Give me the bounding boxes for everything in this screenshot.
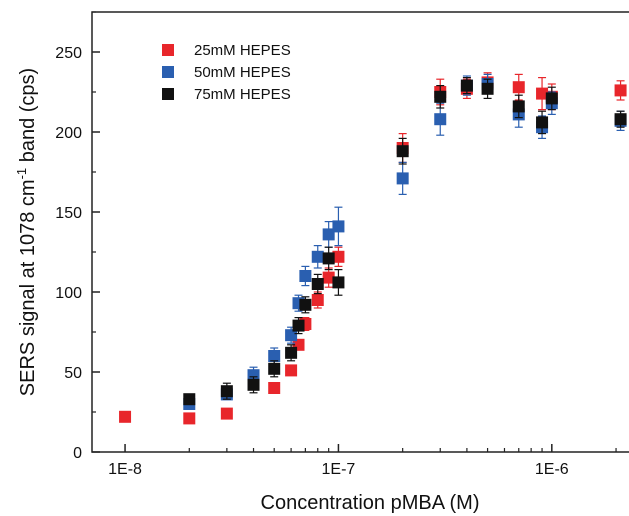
y-axis-title-superscript: -1 — [14, 168, 29, 180]
data-point — [119, 410, 132, 423]
data-point — [460, 79, 473, 92]
data-point — [332, 276, 345, 289]
y-tick-label: 250 — [55, 45, 82, 62]
x-axis-title: Concentration pMBA (M) — [261, 492, 480, 514]
legend-marker — [162, 44, 174, 56]
data-point — [481, 82, 494, 95]
data-point — [268, 350, 281, 362]
data-point — [614, 113, 627, 126]
legend-label: 50mM HEPES — [194, 64, 291, 81]
data-point — [220, 385, 233, 398]
data-point — [311, 250, 324, 263]
data-point — [247, 369, 260, 382]
data-point — [332, 250, 345, 263]
data-point — [268, 362, 281, 375]
data-point — [545, 92, 558, 105]
data-point — [183, 412, 196, 425]
y-axis-title-tail: band (cps) — [17, 68, 39, 168]
legend-label: 25mM HEPES — [194, 42, 291, 59]
y-tick-label: 50 — [64, 365, 82, 382]
data-point — [332, 220, 345, 233]
data-point — [396, 145, 409, 158]
axis-frame — [91, 11, 629, 453]
data-point — [220, 407, 233, 420]
data-point — [247, 378, 260, 391]
data-point — [285, 364, 298, 377]
y-tick-label: 100 — [55, 285, 82, 302]
y-tick-label: 0 — [73, 445, 82, 462]
y-tick-label: 200 — [55, 125, 82, 142]
y-axis-title-main: SERS signal at 1078 cm — [17, 179, 39, 396]
data-point — [322, 252, 335, 265]
x-tick-label: 1E-8 — [108, 461, 142, 478]
data-point — [434, 90, 447, 103]
data-point — [299, 270, 312, 282]
data-point — [512, 81, 525, 94]
x-tick-label: 1E-7 — [322, 461, 356, 478]
data-point — [285, 329, 298, 342]
y-axis-title: SERS signal at 1078 cm-1 band (cps) — [14, 68, 39, 396]
data-point — [285, 346, 298, 359]
legend-marker — [162, 88, 174, 100]
data-point — [536, 116, 549, 129]
data-point — [268, 382, 281, 394]
data-point — [299, 298, 312, 311]
data-point — [311, 278, 324, 290]
data-point — [396, 172, 409, 185]
data-point — [292, 319, 305, 332]
series-1 — [119, 72, 627, 425]
plot-area — [119, 72, 627, 425]
data-point — [183, 393, 196, 406]
axes: 0 50 100 150 200 250 1E-8 1E-7 1E-6 — [55, 11, 629, 478]
y-tick-label: 150 — [55, 205, 82, 222]
data-point — [434, 113, 447, 126]
x-tick-label: 1E-6 — [535, 461, 569, 478]
data-point — [311, 294, 324, 306]
series-2 — [183, 73, 627, 410]
data-point — [536, 87, 549, 100]
data-point — [614, 84, 627, 97]
legend-marker — [162, 66, 174, 78]
legend-label: 75mM HEPES — [194, 86, 291, 103]
legend: 25mM HEPES 50mM HEPES 75mM HEPES — [162, 42, 291, 103]
data-point — [512, 100, 525, 113]
data-point — [322, 228, 335, 241]
series-3 — [183, 76, 627, 406]
data-point — [322, 271, 335, 284]
